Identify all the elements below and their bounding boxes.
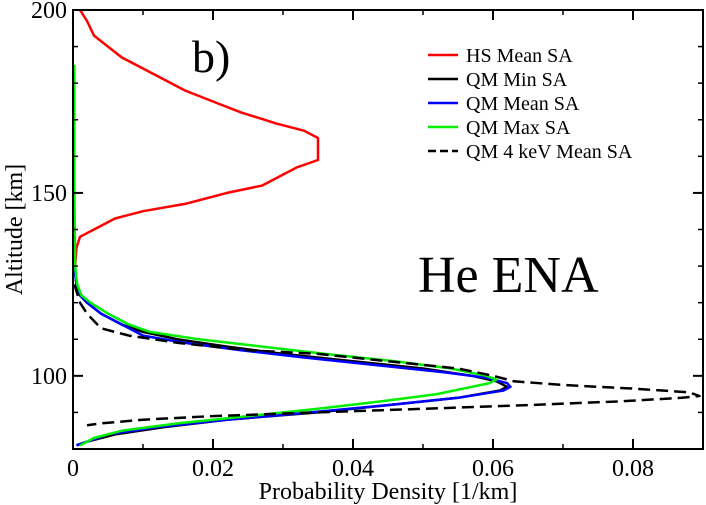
y-tick-label: 150 bbox=[31, 181, 67, 207]
x-tick-label: 0.06 bbox=[472, 456, 514, 482]
x-tick-label: 0.04 bbox=[332, 456, 374, 482]
y-tick-label: 200 bbox=[31, 0, 67, 24]
plot-frame bbox=[72, 9, 704, 450]
legend-label-4: QM 4 keV Mean SA bbox=[466, 141, 633, 163]
plot-area bbox=[73, 10, 701, 447]
x-axis-title: Probability Density [1/km] bbox=[259, 479, 518, 505]
species-annotation: He ENA bbox=[418, 247, 599, 304]
y-tick-label: 100 bbox=[31, 364, 67, 390]
series-line-4 bbox=[73, 284, 701, 427]
x-tick-label: 0.08 bbox=[612, 456, 654, 482]
series-line-0 bbox=[73, 10, 320, 267]
axis-ticks: 0 0.02 0.04 0.06 0.08 100 150 200 bbox=[31, 0, 703, 482]
x-tick-label: 0 bbox=[67, 456, 79, 482]
y-axis-title: Altitude [km] bbox=[2, 164, 28, 295]
series-line-2 bbox=[73, 265, 512, 447]
legend-label-1: QM Min SA bbox=[466, 69, 568, 91]
series-line-3 bbox=[73, 64, 498, 447]
panel-label: b) bbox=[192, 31, 230, 82]
legend-label-0: HS Mean SA bbox=[466, 45, 573, 67]
legend-label-3: QM Max SA bbox=[466, 117, 571, 139]
x-tick-label: 0.02 bbox=[192, 456, 234, 482]
legend-label-2: QM Mean SA bbox=[466, 93, 580, 115]
